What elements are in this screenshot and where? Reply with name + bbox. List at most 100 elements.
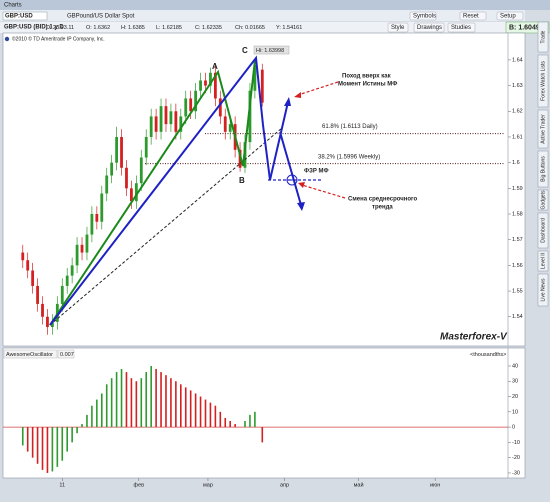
y-tick-label: 1.64 — [512, 57, 523, 63]
side-tab[interactable] — [537, 21, 549, 53]
note-arrow-head — [298, 182, 305, 188]
oscillator-bar — [165, 375, 167, 428]
level-label: 61.8% (1.6113 Daily) — [322, 124, 378, 130]
y-tick-label: -10 — [512, 440, 520, 446]
button-label: Style — [391, 25, 405, 31]
candle-body — [194, 90, 198, 112]
side-tab[interactable] — [537, 250, 549, 272]
info-field: L: 1.62185 — [156, 25, 182, 31]
candle-body — [223, 116, 227, 132]
window-title: Charts — [4, 3, 22, 9]
study-value-box — [57, 349, 75, 359]
oscillator-panel — [2, 347, 526, 479]
oscillator-bar — [46, 427, 49, 473]
oscillator-bar — [110, 378, 113, 428]
side-tab[interactable] — [537, 54, 549, 108]
annotations: A B C Hi: 1.63998 Поход вверх как Момент… — [212, 45, 508, 343]
side-tab-label: Live News — [540, 278, 546, 302]
candle-body — [149, 116, 153, 137]
button[interactable] — [459, 11, 487, 21]
oscillator-bar — [21, 427, 24, 446]
price-chart: 1.64 1.63 1.62 1.61 1.6 1.59 1.58 1.57 1.56 1.55 1… — [21, 57, 523, 335]
oscillator-bar — [204, 399, 207, 428]
candle-body — [85, 234, 89, 253]
side-tab[interactable] — [537, 150, 549, 188]
y-tick-label: -20 — [512, 455, 520, 461]
note-arrow-head — [294, 92, 301, 98]
side-tab[interactable] — [537, 212, 549, 249]
y-tick-label: 40 — [512, 363, 518, 369]
oscillator-bar — [214, 405, 217, 428]
side-tab[interactable] — [537, 109, 549, 149]
side-tabs: Trade Forex Watch Lists Active Trader Big B… — [537, 21, 549, 307]
x-tick-label: апр — [280, 482, 289, 488]
candle-body — [174, 111, 178, 132]
button[interactable] — [409, 11, 437, 21]
candle-body — [65, 275, 69, 286]
y-tick-label: 1.58 — [512, 211, 523, 217]
point-label: C — [242, 46, 248, 55]
oscillator-bar — [209, 402, 212, 428]
button[interactable] — [496, 11, 524, 21]
y-tick-label: -30 — [512, 470, 520, 476]
candle-body — [70, 265, 74, 276]
note-arrow — [301, 184, 346, 199]
note: Поход вверх как — [342, 74, 391, 80]
symbol-description[interactable]: GBPound/US Dollar Spot — [67, 14, 135, 20]
oscillator-bar — [140, 378, 143, 428]
y-tick-label: 1.62 — [512, 109, 523, 115]
oscillator-bar — [145, 372, 148, 428]
y-tick-label: 1.54 — [512, 314, 523, 320]
button[interactable] — [387, 22, 409, 33]
y-tick-label: 10 — [512, 409, 518, 415]
side-tab-label: Trade — [540, 30, 546, 43]
study-box[interactable] — [3, 349, 58, 359]
oscillator-bar — [91, 405, 93, 428]
oscillator-bar — [66, 427, 69, 452]
bid-box — [505, 21, 550, 34]
oscillator-bar — [120, 369, 123, 428]
symbol-input[interactable] — [2, 11, 48, 21]
candle-body — [248, 90, 252, 143]
note: Смена среднесрочного — [348, 197, 417, 203]
oscillator-bar — [76, 427, 78, 434]
oscillator-bar — [170, 378, 172, 428]
candle-body — [159, 106, 163, 132]
candle-body — [134, 183, 138, 202]
oscillator-bar — [31, 427, 34, 458]
button-label: Symbols — [413, 14, 436, 20]
side-tab[interactable] — [537, 273, 549, 307]
button[interactable] — [447, 22, 476, 33]
candle-body — [253, 65, 257, 91]
y-tick-label: 30 — [512, 379, 518, 385]
up-arrow-head — [284, 97, 291, 106]
oscillator-bar — [184, 387, 187, 428]
y-tick-label: 1.61 — [512, 134, 523, 140]
x-tick-label: фев — [134, 482, 145, 488]
candle-body — [46, 316, 49, 328]
up-arrow-line — [269, 101, 289, 181]
oscillator-bar — [219, 411, 222, 428]
title-bar — [0, 0, 550, 10]
candle-body — [199, 80, 202, 91]
candle-body — [228, 124, 232, 132]
button-label: Studies — [451, 25, 471, 31]
oscillator-bar — [100, 393, 103, 428]
instrument: GBP:USD (BID) 1 y D — [4, 25, 64, 31]
candle-body — [169, 111, 173, 125]
x-tick-label: май — [354, 481, 364, 488]
copyright: ©2010 © TD Ameritrade IP Company, Inc. — [12, 35, 105, 42]
candle-body — [50, 321, 54, 328]
side-tab[interactable] — [537, 189, 549, 211]
candle-body — [164, 106, 168, 125]
button[interactable] — [413, 22, 445, 33]
candle-body — [125, 167, 128, 189]
note: тренда — [372, 205, 393, 211]
trend-dashed — [49, 127, 283, 326]
info-field: D: 23.03.11 — [46, 25, 74, 31]
y-tick-label: 1.63 — [512, 83, 523, 89]
oscillator-bar — [155, 369, 157, 428]
toolbar — [0, 10, 525, 21]
toolbar-buttons: Symbols Reset Setup — [409, 11, 524, 21]
